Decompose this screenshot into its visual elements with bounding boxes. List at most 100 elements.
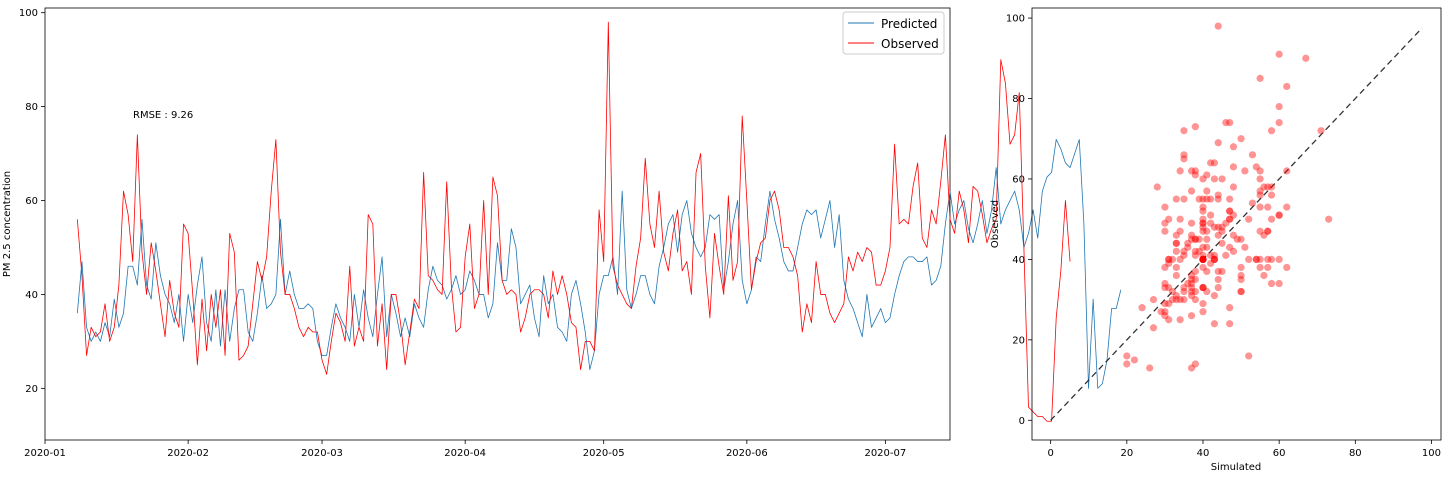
scatter-point xyxy=(1172,271,1180,280)
scatter-y-tick-label: 80 xyxy=(1012,94,1025,105)
scatter-reference-line-group xyxy=(1050,27,1423,421)
scatter-point xyxy=(1226,195,1234,203)
timeseries-x-tick-label: 2020-05 xyxy=(583,448,625,459)
timeseries-y-axis-label: PM 2.5 concentration xyxy=(2,171,13,277)
scatter-point xyxy=(1210,251,1219,259)
scatter-x-tick-label: 80 xyxy=(1349,448,1362,459)
scatter-point xyxy=(1210,320,1219,328)
scatter-point xyxy=(1180,155,1188,163)
scatter-point xyxy=(1180,283,1188,292)
scatter-point xyxy=(1245,215,1253,223)
scatter-point xyxy=(1191,275,1199,284)
scatter-point xyxy=(1191,167,1199,175)
scatter-point xyxy=(1161,203,1169,211)
scatter-point xyxy=(1191,251,1199,259)
scatter-point xyxy=(1264,183,1272,191)
scatter-point xyxy=(1176,215,1184,223)
timeseries-y-tick-label: 60 xyxy=(25,196,38,207)
timeseries-x-tick-label: 2020-02 xyxy=(167,448,209,459)
scatter-point xyxy=(1165,300,1173,308)
scatter-point xyxy=(1214,223,1222,231)
scatter-point xyxy=(1260,183,1268,191)
scatter-point xyxy=(1210,255,1219,263)
scatter-point xyxy=(1229,183,1238,191)
scatter-point xyxy=(1199,195,1207,203)
scatter-point xyxy=(1256,255,1264,263)
timeseries-y-tick-label: 40 xyxy=(25,290,38,301)
scatter-point xyxy=(1222,119,1230,127)
scatter-point xyxy=(1203,227,1211,235)
scatter-point xyxy=(1317,127,1325,135)
scatter-point xyxy=(1207,195,1215,203)
scatter-point xyxy=(1161,219,1169,227)
scatter-ticks: 0 20 40 60 80 100 0 20 40 60 80 100 xyxy=(1006,14,1441,459)
scatter-point xyxy=(1229,211,1238,219)
scatter-point xyxy=(1187,235,1196,243)
scatter-point xyxy=(1187,271,1196,280)
scatter-point xyxy=(1187,312,1196,320)
scatter-point xyxy=(1256,203,1264,211)
scatter-point xyxy=(1229,231,1238,239)
scatter-point xyxy=(1214,231,1222,239)
scatter-point xyxy=(1195,195,1203,203)
scatter-point xyxy=(1199,283,1207,292)
scatter-point xyxy=(1187,231,1196,239)
scatter-point xyxy=(1210,159,1219,167)
scatter-y-axis-label: Observed xyxy=(990,200,1001,248)
scatter-point xyxy=(1172,292,1180,300)
scatter-point xyxy=(1184,239,1192,247)
timeseries-x-tick-label: 2020-01 xyxy=(24,448,66,459)
scatter-point xyxy=(1191,235,1199,243)
scatter-point xyxy=(1248,199,1257,207)
scatter-point xyxy=(1237,271,1245,280)
scatter-point xyxy=(1229,247,1238,255)
scatter-point xyxy=(1199,215,1207,223)
scatter-point xyxy=(1252,163,1260,171)
scatter-point xyxy=(1210,175,1219,183)
scatter-point xyxy=(1199,255,1207,263)
scatter-point xyxy=(1245,255,1253,263)
scatter-point xyxy=(1283,263,1291,272)
timeseries-ticks: 2020-01 2020-02 2020-03 2020-04 2020-05 2020-… xyxy=(19,8,906,459)
scatter-y-tick-label: 0 xyxy=(1019,416,1025,427)
scatter-point xyxy=(1275,255,1283,263)
scatter-point xyxy=(1187,187,1196,195)
scatter-x-tick-label: 100 xyxy=(1422,448,1441,459)
scatter-point xyxy=(1161,300,1169,308)
scatter-point xyxy=(1275,211,1283,219)
scatter-point xyxy=(1176,227,1184,235)
scatter-point xyxy=(1207,251,1215,259)
scatter-point xyxy=(1161,263,1169,272)
scatter-point xyxy=(1210,255,1219,263)
scatter-point xyxy=(1226,207,1234,215)
scatter-point xyxy=(1241,167,1249,175)
scatter-point xyxy=(1203,195,1211,203)
scatter-point xyxy=(1207,211,1215,219)
scatter-point xyxy=(1199,175,1207,183)
scatter-point xyxy=(1203,171,1211,179)
scatter-x-tick-label: 20 xyxy=(1120,448,1133,459)
scatter-point xyxy=(1199,223,1207,231)
scatter-point xyxy=(1187,283,1196,292)
scatter-point xyxy=(1168,287,1177,296)
scatter-point xyxy=(1241,243,1249,251)
scatter-point xyxy=(1138,304,1146,312)
scatter-point xyxy=(1203,267,1211,276)
scatter-point xyxy=(1123,352,1131,360)
scatter-point xyxy=(1218,239,1226,247)
scatter-point xyxy=(1203,187,1211,195)
scatter-point xyxy=(1214,195,1222,203)
scatter-point xyxy=(1176,255,1184,263)
scatter-point xyxy=(1264,227,1272,235)
scatter-point xyxy=(1214,139,1222,147)
scatter-point xyxy=(1191,123,1199,131)
scatter-point xyxy=(1172,231,1180,239)
scatter-point xyxy=(1184,243,1192,251)
scatter-point xyxy=(1195,247,1203,255)
scatter-point xyxy=(1176,316,1184,324)
scatter-point xyxy=(1180,287,1188,296)
scatter-point xyxy=(1207,159,1215,167)
scatter-point xyxy=(1207,259,1215,268)
scatter-point xyxy=(1245,352,1253,360)
